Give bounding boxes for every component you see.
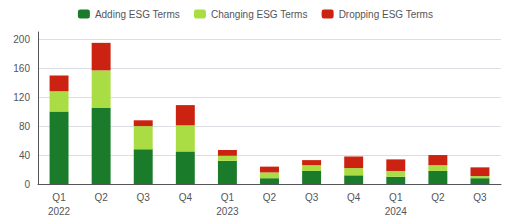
svg-text:Q3: Q3 — [305, 192, 319, 203]
svg-text:Q1: Q1 — [221, 192, 235, 203]
svg-text:Q2: Q2 — [263, 192, 277, 203]
svg-text:40: 40 — [19, 150, 31, 161]
svg-text:120: 120 — [13, 92, 30, 103]
svg-text:Q2: Q2 — [94, 192, 108, 203]
svg-text:Q1: Q1 — [52, 192, 66, 203]
svg-text:Q4: Q4 — [347, 192, 361, 203]
svg-text:Q3: Q3 — [137, 192, 151, 203]
svg-text:160: 160 — [13, 63, 30, 74]
svg-text:Dropping ESG Terms: Dropping ESG Terms — [339, 9, 433, 20]
svg-text:2024: 2024 — [385, 206, 408, 217]
svg-text:2023: 2023 — [216, 206, 239, 217]
svg-text:2022: 2022 — [48, 206, 71, 217]
svg-text:Q3: Q3 — [473, 192, 487, 203]
svg-text:200: 200 — [13, 34, 30, 45]
svg-text:80: 80 — [19, 121, 31, 132]
svg-text:0: 0 — [24, 179, 30, 190]
svg-text:Q4: Q4 — [179, 192, 193, 203]
svg-text:Adding ESG Terms: Adding ESG Terms — [95, 9, 180, 20]
svg-text:Q2: Q2 — [431, 192, 445, 203]
svg-text:Q1: Q1 — [389, 192, 403, 203]
svg-text:Changing ESG Terms: Changing ESG Terms — [211, 9, 308, 20]
